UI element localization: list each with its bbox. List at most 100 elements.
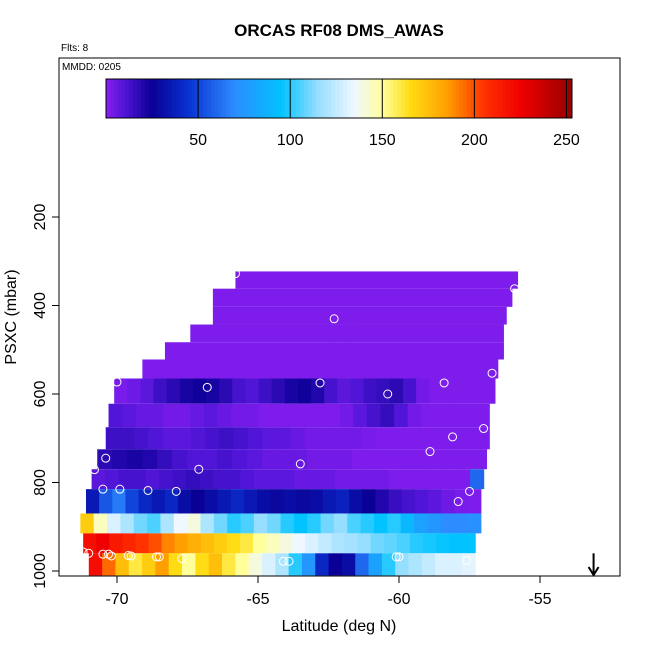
y-axis-label: PSXC (mbar) <box>3 269 20 364</box>
heatmap-cell <box>341 553 356 576</box>
colorbar-segment <box>463 79 468 118</box>
heatmap-cell <box>120 513 135 534</box>
sample-point <box>89 465 99 475</box>
heatmap-cell <box>231 449 248 470</box>
colorbar-segment <box>292 79 297 118</box>
colorbar-segment <box>354 79 359 118</box>
heatmap-cell <box>296 489 311 514</box>
heatmap-cell <box>407 403 422 428</box>
heatmap-cell <box>199 469 214 490</box>
sample-point <box>98 484 108 494</box>
heatmap-cell <box>387 513 402 534</box>
colorbar-segment <box>432 79 437 118</box>
heatmap-cell <box>334 342 504 360</box>
heatmap-cell <box>396 449 413 470</box>
colorbar-segment <box>288 79 293 118</box>
sample-point <box>487 368 497 378</box>
x-tick-label: -55 <box>528 591 551 608</box>
heatmap-cell <box>157 449 173 470</box>
colorbar-segment <box>148 79 154 118</box>
heatmap-cell <box>441 449 458 470</box>
x-tick-label: -65 <box>246 591 269 608</box>
colorbar-segment <box>350 79 356 118</box>
y-tick-label: 400 <box>32 292 49 319</box>
sample-point <box>315 378 325 388</box>
heatmap-cell <box>248 553 263 576</box>
heatmap-cell <box>88 553 103 576</box>
heatmap-cell <box>357 533 372 554</box>
heatmap-cell <box>108 403 123 428</box>
heatmap-cell <box>318 427 334 450</box>
heatmap-cell <box>334 469 350 490</box>
heatmap-cell <box>172 449 188 470</box>
colorbar-segment <box>187 79 192 118</box>
heatmap-cell <box>297 378 312 404</box>
heatmap-cell <box>230 489 245 514</box>
heatmap-cell <box>212 288 363 307</box>
heatmap-cell <box>118 469 133 490</box>
colorbar-segment <box>342 79 348 118</box>
heatmap-cell <box>321 449 338 470</box>
sample-point <box>278 556 288 566</box>
heatmap-cell <box>135 533 150 554</box>
colorbar-segment <box>230 79 235 118</box>
heatmap-cell <box>351 449 368 470</box>
heatmap-cell <box>227 513 242 534</box>
heatmap-cell <box>362 288 513 307</box>
arrow-head <box>587 566 600 577</box>
heatmap-cell <box>99 489 113 514</box>
heatmap-cell <box>276 427 291 450</box>
sample-point <box>462 555 472 565</box>
colorbar-segment <box>451 79 456 118</box>
sample-point <box>143 485 153 495</box>
heatmap-cell <box>270 489 284 514</box>
heatmap-cell <box>427 513 442 534</box>
sample-point <box>98 549 108 559</box>
heatmap-cell <box>396 533 411 554</box>
sample-point <box>394 552 404 562</box>
heatmap-cell <box>328 553 343 576</box>
heatmap-cell <box>232 378 247 404</box>
colorbar-segment <box>109 79 115 118</box>
heatmap-cell <box>187 513 202 534</box>
sample-point <box>115 484 125 494</box>
heatmap-cell <box>402 378 417 404</box>
heatmap-cell <box>162 403 178 428</box>
heatmap-cell <box>153 378 168 404</box>
heatmap-cell <box>219 427 235 450</box>
heatmap-cell <box>435 533 450 554</box>
heatmap-cell <box>375 427 391 450</box>
heatmap-cell <box>149 403 164 428</box>
colorbar-segment <box>125 79 130 118</box>
colorbar-segment <box>478 79 484 118</box>
sample-point <box>154 552 164 562</box>
heatmap-cell <box>134 427 149 450</box>
colorbar-segment <box>467 79 472 118</box>
colorbar-segment <box>164 79 169 118</box>
colorbar-segment <box>509 79 515 118</box>
heatmap-cell <box>187 533 202 554</box>
x-tick-label: -60 <box>387 591 410 608</box>
colorbar-segment <box>311 79 317 118</box>
colorbar-segment <box>362 79 367 118</box>
heatmap-cell <box>190 403 205 428</box>
colorbar-tick-label: 200 <box>461 132 488 149</box>
colorbar-segment <box>113 79 119 118</box>
heatmap-cell <box>404 427 419 450</box>
colorbar-segment <box>327 79 332 118</box>
colorbar-segment <box>486 79 491 118</box>
colorbar-segment <box>206 79 212 118</box>
y-tick-label: 200 <box>32 204 49 231</box>
heatmap-cell <box>348 469 363 490</box>
heatmap-cell <box>339 403 354 428</box>
heatmap-cell <box>166 378 181 404</box>
heatmap-cell <box>409 533 424 554</box>
heatmap-cell <box>426 449 443 470</box>
colorbar-segment <box>381 79 387 118</box>
heatmap-cell <box>217 489 232 514</box>
heatmap-cell <box>151 489 166 514</box>
colorbar-segment <box>269 79 274 118</box>
heatmap-cell <box>301 553 316 576</box>
heatmap-cell <box>446 427 462 450</box>
heatmap-cell <box>133 513 148 534</box>
